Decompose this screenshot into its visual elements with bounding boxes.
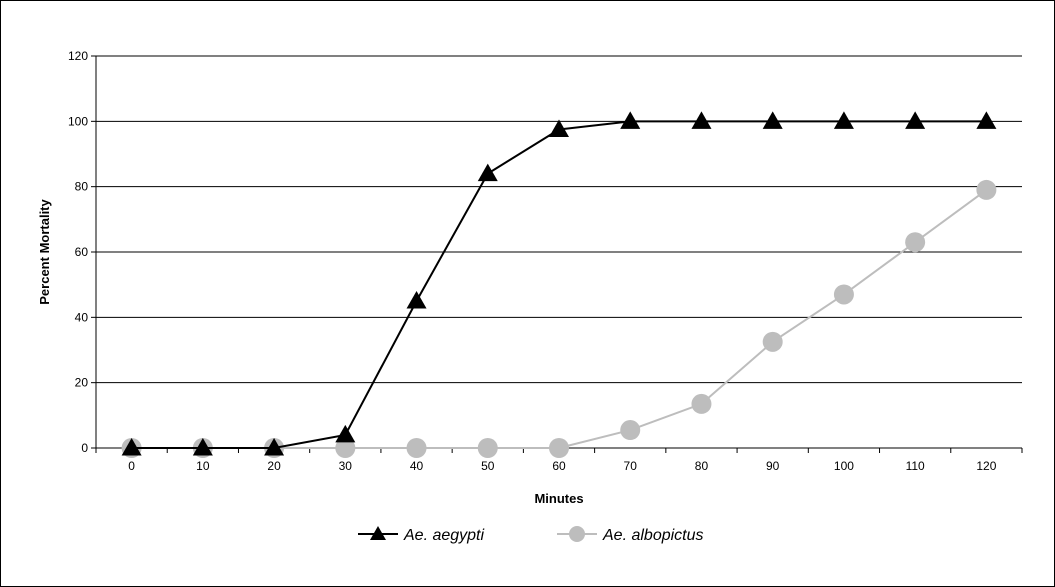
data-point-circle-30 <box>335 438 356 458</box>
data-point-triangle-70 <box>620 111 641 129</box>
x-tick-label-80: 80 <box>695 459 709 473</box>
data-point-triangle-80 <box>691 111 712 129</box>
x-tick-label-120: 120 <box>976 459 996 473</box>
x-tick-label-100: 100 <box>834 459 854 473</box>
data-point-circle-110 <box>905 232 926 253</box>
data-point-triangle-90 <box>762 111 783 129</box>
data-point-triangle-50 <box>477 163 498 182</box>
data-point-triangle-30 <box>335 424 356 443</box>
x-tick-label-20: 20 <box>267 459 281 473</box>
x-tick-label-70: 70 <box>624 459 638 473</box>
data-point-triangle-0 <box>121 438 142 456</box>
gridlines <box>96 55 1022 384</box>
data-point-circle-60 <box>549 438 569 458</box>
legend-circle-marker <box>569 526 585 542</box>
series-ae-aegypti <box>121 111 997 456</box>
legend-label: Ae. albopictus <box>602 527 704 544</box>
y-tick-label-0: 0 <box>81 441 88 455</box>
x-axis-title: Minutes <box>534 491 583 506</box>
legend: Ae. aegypti Ae. albopictus <box>358 526 704 544</box>
x-tick-label-50: 50 <box>481 459 495 473</box>
x-tick-label-110: 110 <box>906 459 925 473</box>
x-tick-label-0: 0 <box>128 459 135 473</box>
data-point-circle-80 <box>691 393 712 414</box>
data-point-circle-90 <box>762 331 783 352</box>
data-point-triangle-20 <box>264 438 285 456</box>
series <box>121 111 997 458</box>
data-point-triangle-120 <box>976 111 997 129</box>
y-tick-label-60: 60 <box>75 245 89 259</box>
series-ae-albopictus <box>121 179 997 458</box>
x-tick-label-40: 40 <box>410 459 424 473</box>
legend-triangle-marker <box>370 526 386 540</box>
legend-item-0: Ae. aegypti <box>358 526 485 544</box>
legend-item-1: Ae. albopictus <box>557 526 704 544</box>
data-point-circle-100 <box>833 284 854 305</box>
data-point-circle-40 <box>406 438 427 458</box>
x-tick-label-90: 90 <box>766 459 780 473</box>
series-line <box>131 189 987 449</box>
data-point-triangle-60 <box>549 119 569 137</box>
data-point-circle-50 <box>477 438 498 458</box>
data-point-triangle-10 <box>192 438 213 456</box>
y-tick-label-40: 40 <box>75 310 89 324</box>
data-point-circle-120 <box>976 179 997 200</box>
y-tick-label-80: 80 <box>75 180 89 194</box>
y-tick-label-20: 20 <box>75 376 89 390</box>
data-point-triangle-40 <box>406 291 427 309</box>
x-tick-label-60: 60 <box>552 459 566 473</box>
y-axis-title: Percent Mortality <box>37 198 52 304</box>
x-tick-label-30: 30 <box>339 459 353 473</box>
x-tick-label-10: 10 <box>196 459 210 473</box>
data-point-triangle-100 <box>833 111 854 129</box>
y-tick-label-100: 100 <box>68 114 88 128</box>
legend-label: Ae. aegypti <box>403 527 485 544</box>
axis-ticks: 0 20 40 60 80 100 120 0 10 20 30 40 50 60 70 80 90 100 110… <box>68 49 1023 473</box>
data-point-triangle-110 <box>905 111 926 129</box>
data-point-circle-70 <box>620 420 641 441</box>
y-tick-label-120: 120 <box>68 49 88 63</box>
